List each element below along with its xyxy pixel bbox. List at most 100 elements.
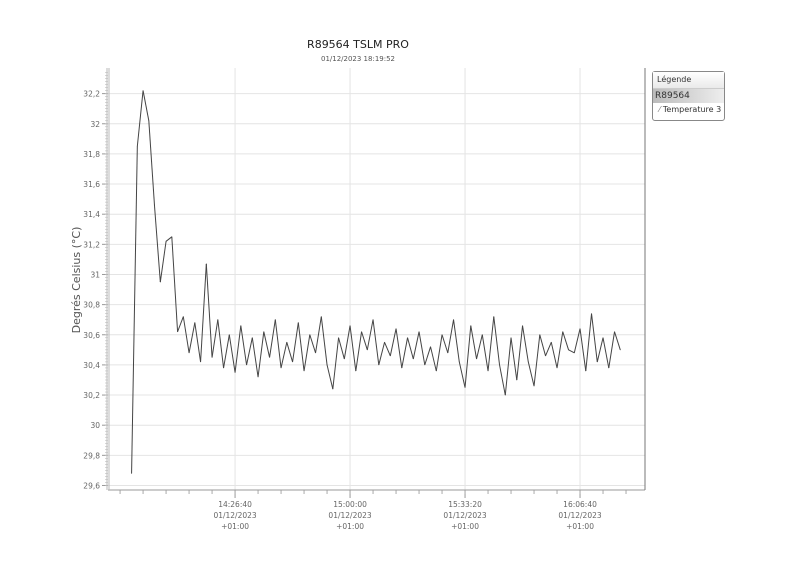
plot-area <box>108 68 645 490</box>
series-segment <box>217 319 225 368</box>
data-point <box>246 364 247 366</box>
data-point <box>453 319 454 321</box>
series-segment <box>355 331 363 372</box>
series-segment <box>297 322 305 371</box>
series-segment <box>384 342 391 357</box>
data-point <box>320 316 322 318</box>
data-point <box>476 358 477 360</box>
data-point <box>297 322 299 324</box>
legend-item-label: Temperature 3 <box>662 105 722 114</box>
series-segment <box>476 334 483 359</box>
data-point <box>177 331 178 333</box>
series-segment <box>315 316 322 353</box>
data-point <box>516 379 518 381</box>
data-point <box>263 331 265 333</box>
data-point <box>211 356 213 358</box>
y-tick-label: 30 <box>90 421 100 430</box>
series-segment <box>211 319 219 358</box>
data-point <box>309 334 311 336</box>
data-point <box>159 281 161 283</box>
series-segment <box>326 364 334 390</box>
data-point <box>481 334 483 336</box>
series-segment <box>527 361 535 387</box>
data-point <box>182 316 184 318</box>
data-point <box>533 385 535 387</box>
series-segment <box>441 334 449 354</box>
data-point <box>573 352 575 354</box>
data-point <box>200 361 201 363</box>
data-point <box>596 361 598 363</box>
x-tick-label: 01/12/2023 <box>558 511 601 520</box>
series-segment <box>550 342 558 369</box>
chart-title: R89564 TSLM PRO <box>307 38 409 51</box>
series-segment <box>269 319 276 358</box>
x-tick-label: 01/12/2023 <box>328 511 371 520</box>
series-segment <box>539 334 547 356</box>
series-segment <box>165 236 173 242</box>
series-segment <box>585 313 593 371</box>
data-point <box>326 364 328 366</box>
series-segment <box>343 325 351 359</box>
series-segment <box>257 331 265 378</box>
series-segment <box>240 325 248 365</box>
data-point <box>556 367 558 369</box>
series-segment <box>579 328 587 372</box>
series-segment <box>510 337 518 381</box>
series-segment <box>481 334 489 372</box>
series-segment <box>309 334 317 354</box>
data-point <box>332 388 334 390</box>
x-tick-label: +01:00 <box>336 522 364 531</box>
series-segment <box>493 316 501 365</box>
legend-group[interactable]: R89564 <box>653 89 724 103</box>
data-point <box>205 263 207 265</box>
y-tick-label: 30,2 <box>83 391 100 400</box>
series-segment <box>292 322 299 362</box>
data-point <box>510 337 512 339</box>
data-point <box>608 367 610 369</box>
y-tick-label: 30,6 <box>83 331 100 340</box>
series-segment <box>430 346 437 372</box>
data-point <box>384 341 385 343</box>
series-segment <box>303 334 311 372</box>
series-segment <box>171 236 179 332</box>
series-segment <box>614 331 621 350</box>
series-segment <box>223 334 230 369</box>
data-point <box>602 337 604 339</box>
data-point <box>487 370 489 372</box>
series-segment <box>602 337 610 369</box>
series-segment <box>131 146 138 474</box>
y-tick-label: 31,2 <box>83 240 100 249</box>
y-tick-label: 29,6 <box>83 481 100 490</box>
data-point <box>504 394 506 396</box>
series-segment <box>407 337 414 360</box>
x-tick-label: 01/12/2023 <box>443 511 486 520</box>
x-tick-label: 15:33:20 <box>448 500 482 509</box>
y-tick-label: 30,8 <box>83 301 100 310</box>
series-segment <box>516 325 524 381</box>
data-point <box>464 387 466 388</box>
data-point <box>389 355 391 357</box>
data-point <box>142 90 144 92</box>
data-point <box>550 341 552 343</box>
y-tick-label: 31 <box>90 270 100 279</box>
data-point <box>355 370 357 372</box>
series-segment <box>596 337 604 363</box>
series-segment <box>401 337 409 369</box>
series-segment <box>533 334 541 387</box>
data-point <box>234 372 236 373</box>
x-tick-label: 16:06:40 <box>563 500 597 509</box>
x-tick-label: +01:00 <box>221 522 249 531</box>
x-tick-label: +01:00 <box>566 522 594 531</box>
series-segment <box>234 325 242 373</box>
series-temperature-3 <box>131 90 621 474</box>
x-tick-label: 14:26:40 <box>218 500 252 509</box>
x-tick-label: 15:00:00 <box>333 500 367 509</box>
legend-item-temperature-3[interactable]: ⁄ Temperature 3 <box>653 103 724 117</box>
data-point <box>165 240 167 242</box>
data-point <box>269 356 270 358</box>
y-tick-label: 32,2 <box>83 90 100 99</box>
data-point <box>154 206 155 208</box>
series-segment <box>372 319 380 365</box>
series-segment <box>458 361 466 388</box>
